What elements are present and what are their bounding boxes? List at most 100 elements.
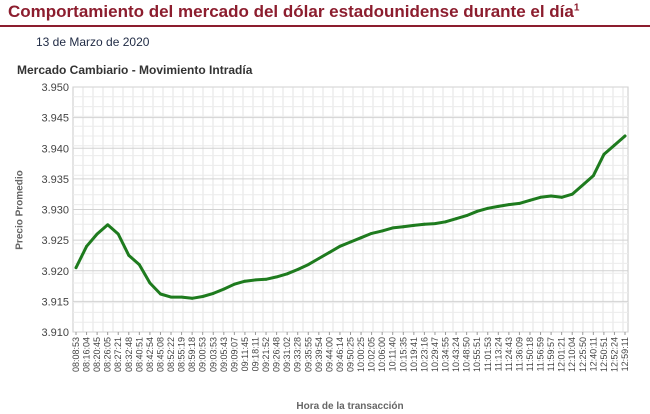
x-tick-label: 12:01:21 — [557, 337, 567, 372]
y-axis-ticks: 3.950 3.945 3.940 3.935 3.930 3.925 3.920 3.915… — [41, 82, 69, 339]
data-point — [254, 278, 257, 282]
data-point — [496, 205, 500, 208]
x-tick-label: 08:42:54 — [145, 337, 155, 372]
data-point — [116, 232, 120, 236]
data-point — [465, 214, 468, 218]
data-point — [486, 206, 490, 210]
data-point — [507, 203, 511, 207]
data-point — [106, 223, 110, 227]
data-point — [423, 222, 426, 226]
data-point — [222, 287, 226, 291]
data-point — [95, 232, 99, 236]
x-tick-label: 09:11:45 — [240, 337, 250, 371]
x-tick-label: 11:56:59 — [536, 337, 546, 371]
x-tick-label: 10:11:40 — [388, 337, 398, 371]
x-tick-label: 10:43:24 — [451, 337, 461, 372]
x-tick-label: 11:36:09 — [514, 337, 524, 371]
data-point — [233, 282, 236, 286]
data-point — [433, 222, 437, 226]
y-axis-label: Precio Promedio — [14, 170, 26, 250]
y-tick-label: 3.920 — [41, 266, 69, 278]
y-tick-label: 3.930 — [41, 205, 69, 217]
data-point — [127, 254, 131, 257]
data-point — [444, 220, 447, 224]
x-tick-label: 08:27:21 — [113, 337, 123, 372]
x-tick-label: 10:15:35 — [398, 337, 408, 372]
x-tick-label: 10:23:16 — [419, 337, 429, 372]
page-title: Comportamiento del mercado del dólar est… — [8, 2, 580, 21]
data-point — [190, 296, 194, 300]
footnote-marker: 1 — [573, 2, 580, 14]
x-tick-label: 09:39:54 — [314, 337, 324, 372]
report-date: 13 de Marzo de 2020 — [36, 35, 150, 49]
data-point — [74, 266, 78, 270]
data-point — [201, 295, 205, 298]
data-point — [211, 292, 215, 295]
data-point — [528, 198, 532, 202]
y-tick-label: 3.940 — [41, 143, 69, 155]
y-tick-label: 3.945 — [41, 113, 69, 125]
x-tick-label: 12:59:11 — [620, 337, 630, 371]
data-point — [275, 275, 278, 279]
data-point — [454, 217, 458, 221]
x-tick-label: 09:00:53 — [198, 337, 208, 372]
data-point — [560, 195, 564, 199]
x-tick-label: 09:03:53 — [208, 337, 218, 372]
header-divider — [0, 25, 650, 27]
x-tick-label: 12:52:24 — [609, 337, 619, 372]
data-point — [475, 209, 479, 213]
x-tick-label: 09:44:00 — [324, 337, 334, 372]
chart-title: Mercado Cambiario - Movimiento Intradía — [17, 63, 253, 77]
data-point — [602, 153, 606, 156]
y-tick-label: 3.935 — [41, 174, 69, 186]
x-tick-label: 10:29:47 — [430, 337, 440, 372]
x-tick-label: 09:26:48 — [272, 337, 282, 372]
x-tick-label: 08:16:04 — [82, 337, 92, 372]
data-point — [243, 279, 247, 283]
data-point — [412, 224, 416, 227]
data-point — [264, 277, 268, 281]
x-tick-label: 10:19:41 — [409, 337, 419, 372]
data-point — [539, 195, 542, 199]
x-tick-label: 10:48:50 — [462, 337, 472, 372]
x-tick-label: 10:06:00 — [377, 337, 387, 372]
x-tick-label: 08:52:22 — [166, 337, 176, 372]
x-tick-label: 12:50:51 — [599, 337, 609, 372]
x-tick-label: 08:40:51 — [134, 337, 144, 372]
y-tick-label: 3.910 — [41, 327, 69, 339]
x-tick-label: 08:32:48 — [124, 337, 134, 372]
x-tick-label: 09:35:55 — [303, 337, 313, 372]
x-tick-label: 10:02:05 — [367, 337, 377, 372]
x-tick-label: 10:00:25 — [356, 337, 366, 372]
y-tick-label: 3.950 — [41, 82, 69, 94]
data-point — [570, 192, 574, 196]
x-tick-label: 11:24:43 — [504, 337, 514, 371]
x-tick-label: 09:50:25 — [346, 337, 356, 372]
grid — [72, 86, 629, 333]
x-tick-label: 12:10:04 — [567, 337, 577, 372]
y-tick-label: 3.915 — [41, 296, 69, 308]
x-axis-label: Hora de la transacción — [296, 401, 404, 412]
data-point — [285, 272, 289, 276]
data-point — [359, 236, 363, 240]
x-tick-label: 12:40:11 — [588, 337, 598, 371]
y-tick-label: 3.925 — [41, 235, 69, 247]
x-tick-label: 11:01:53 — [483, 337, 493, 371]
x-tick-label: 09:31:02 — [282, 337, 292, 372]
x-tick-label: 08:20:45 — [92, 337, 102, 372]
data-point — [317, 257, 321, 260]
data-point — [391, 226, 395, 230]
x-tick-label: 09:09:07 — [229, 337, 239, 372]
x-tick-label: 11:13:24 — [493, 337, 503, 371]
x-tick-label: 09:21:52 — [261, 337, 271, 372]
data-point — [591, 174, 595, 178]
series-layer — [74, 134, 627, 300]
x-tick-label: 11:50:18 — [525, 337, 535, 371]
data-point — [85, 244, 88, 248]
data-point — [623, 134, 627, 138]
x-tick-label: 08:59:18 — [187, 337, 197, 372]
x-tick-label: 09:05:43 — [219, 337, 229, 372]
data-point — [159, 292, 162, 296]
x-tick-label: 10:34:55 — [441, 337, 451, 372]
data-point — [338, 244, 342, 248]
